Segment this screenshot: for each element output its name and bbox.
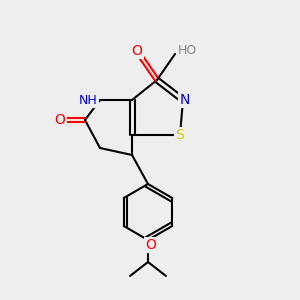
Text: O: O bbox=[146, 238, 156, 252]
Text: N: N bbox=[180, 93, 190, 107]
Text: NH: NH bbox=[79, 94, 98, 106]
Text: HO: HO bbox=[178, 44, 197, 58]
Text: O: O bbox=[55, 113, 65, 127]
Text: O: O bbox=[132, 44, 142, 58]
Text: S: S bbox=[176, 128, 184, 142]
